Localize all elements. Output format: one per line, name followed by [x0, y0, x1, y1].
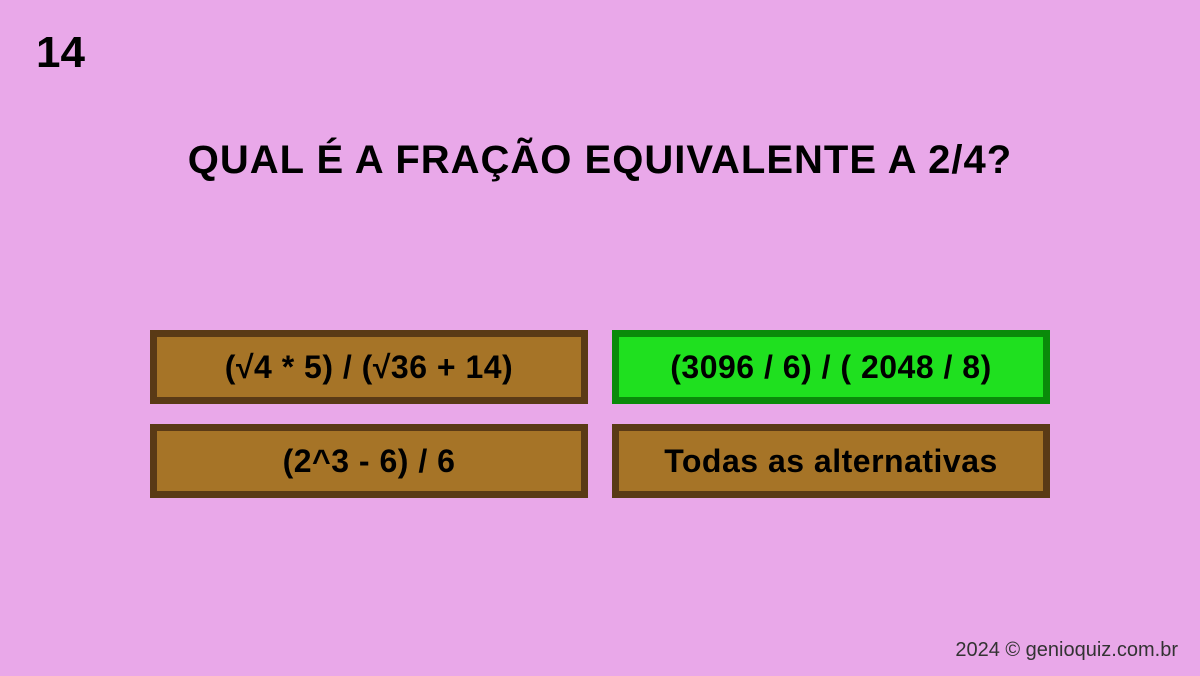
answer-option-2[interactable]: (3096 / 6) / ( 2048 / 8) — [612, 330, 1050, 404]
answer-option-4[interactable]: Todas as alternativas — [612, 424, 1050, 498]
question-text: QUAL É A FRAÇÃO EQUIVALENTE A 2/4? — [0, 138, 1200, 183]
answer-option-1[interactable]: (√4 * 5) / (√36 + 14) — [150, 330, 588, 404]
answer-option-3[interactable]: (2^3 - 6) / 6 — [150, 424, 588, 498]
copyright-text: 2024 © genioquiz.com.br — [955, 639, 1178, 662]
answers-grid: (√4 * 5) / (√36 + 14) (3096 / 6) / ( 204… — [150, 330, 1050, 498]
question-number: 14 — [36, 28, 85, 78]
